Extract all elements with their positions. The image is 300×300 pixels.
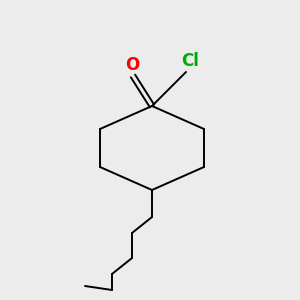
Text: Cl: Cl xyxy=(181,52,199,70)
Text: O: O xyxy=(125,56,139,74)
